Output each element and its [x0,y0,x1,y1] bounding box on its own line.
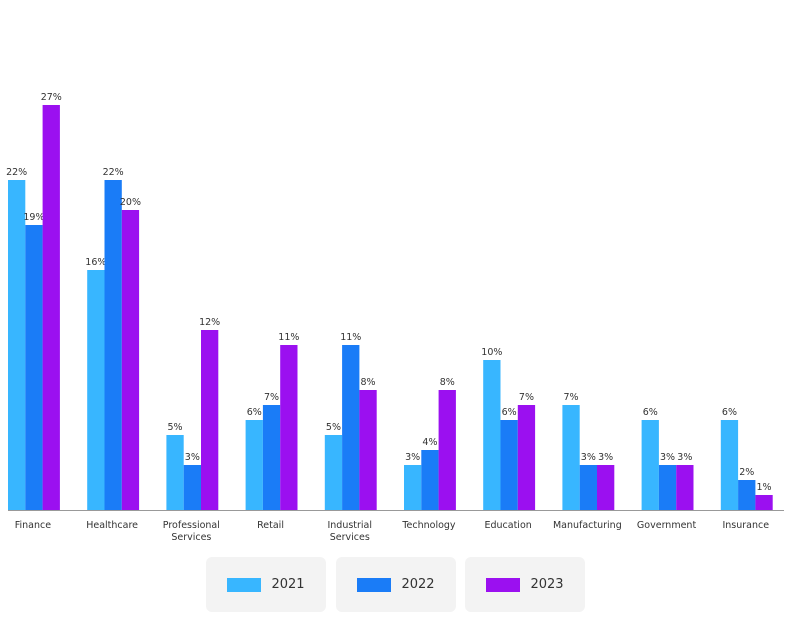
value-label: 3% [598,452,613,463]
value-label: 5% [326,422,341,433]
value-label: 3% [660,452,675,463]
value-label: 2% [739,467,754,478]
bar [676,465,694,510]
legend-label: 2023 [530,577,564,592]
legend-label: 2022 [401,577,435,592]
bar [324,435,343,510]
bar [166,435,184,510]
bar [483,360,501,510]
value-label: 5% [168,422,183,433]
bar [597,465,615,510]
legend-item: 2022 [336,557,456,612]
value-label: 12% [199,317,220,328]
bar [579,465,597,510]
value-label: 20% [120,197,141,208]
bar [201,330,219,510]
x-tick-label: Retail [257,520,284,531]
value-label: 3% [581,452,596,463]
bar [562,405,580,510]
bar [104,180,122,510]
bar [404,465,422,510]
value-label: 6% [722,407,737,418]
x-tick-label: Technology [402,520,456,531]
bar [262,405,281,510]
value-label: 27% [41,92,62,103]
value-label: 4% [422,437,437,448]
value-label: 6% [643,407,658,418]
value-label: 6% [247,407,262,418]
bar [517,405,536,510]
bar [658,465,677,510]
legend-item: 2021 [206,557,326,612]
x-tick-label: Insurance [722,520,770,531]
value-label: 10% [481,347,502,358]
bar [121,210,140,510]
bar [183,465,201,510]
x-tick-label: Government [636,520,697,531]
legend-swatch [227,577,262,592]
legend-item: 2023 [465,557,585,612]
value-label: 7% [264,392,279,403]
value-label: 8% [440,377,455,388]
value-label: 11% [278,332,299,343]
value-label: 22% [6,167,27,178]
x-tick-label: Education [484,520,532,531]
value-label: 7% [564,392,579,403]
bar [342,345,360,510]
bar [359,390,377,510]
bar [641,420,659,510]
bar [755,495,773,510]
bar [438,390,456,510]
x-tick-label: Manufacturing [552,520,622,531]
x-tick-label: Finance [14,520,52,531]
bar [25,225,43,510]
value-label: 3% [185,452,200,463]
legend-label: 2021 [271,577,305,592]
value-label: 19% [23,212,44,223]
x-tick-label: Healthcare [86,520,139,531]
value-label: 7% [519,392,534,403]
value-label: 8% [361,377,376,388]
bar [8,180,26,510]
value-label: 3% [405,452,420,463]
value-label: 16% [85,257,106,268]
bar [280,345,298,510]
x-tick-label: Industrial Services [327,520,373,543]
bar [421,450,439,510]
bar [245,420,263,510]
value-label: 3% [677,452,692,463]
bar [42,105,60,510]
value-label: 6% [502,407,517,418]
value-label: 22% [103,167,124,178]
legend-swatch [486,577,521,592]
legend-swatch [357,577,392,592]
bar [87,270,105,510]
bar [500,420,518,510]
bar [738,480,756,510]
bar [720,420,739,510]
x-tick-label: Professional Services [162,520,220,543]
value-label: 11% [340,332,361,343]
value-label: 1% [757,482,772,493]
